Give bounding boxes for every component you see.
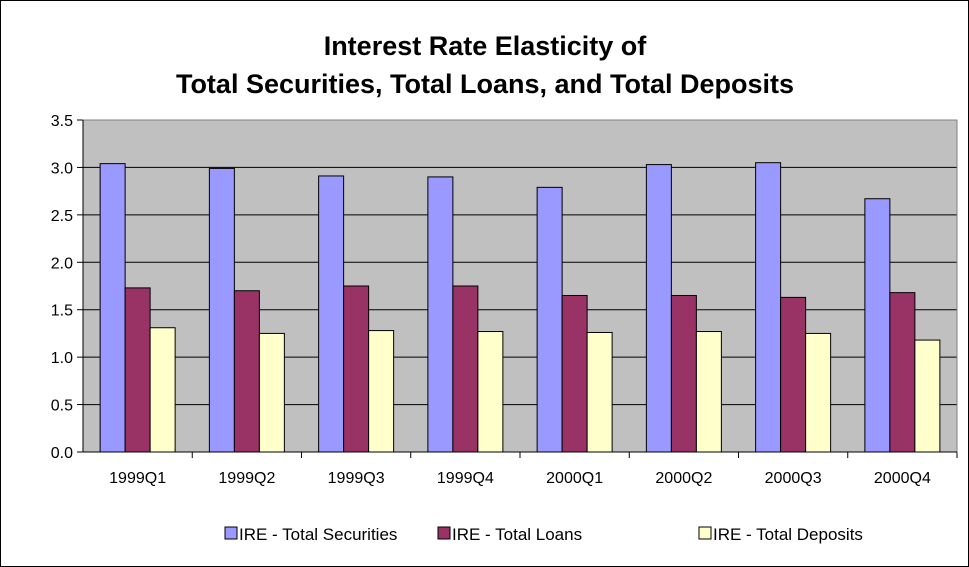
bar-ire-total-securities-2000q4 bbox=[865, 199, 890, 452]
bar-ire-total-loans-2000q3 bbox=[781, 297, 806, 452]
legend-label-ire-total-securities: IRE - Total Securities bbox=[239, 525, 397, 544]
legend-swatch-ire-total-securities bbox=[225, 527, 237, 539]
bar-ire-total-deposits-2000q4 bbox=[915, 340, 940, 452]
bar-ire-total-deposits-1999q3 bbox=[369, 331, 394, 452]
bar-ire-total-securities-1999q3 bbox=[319, 176, 344, 452]
x-tick-label: 1999Q1 bbox=[109, 470, 166, 487]
bar-ire-total-loans-1999q2 bbox=[234, 291, 259, 452]
y-tick-label: 0.0 bbox=[51, 445, 73, 462]
bar-ire-total-securities-2000q1 bbox=[537, 187, 562, 452]
legend-swatch-ire-total-loans bbox=[438, 527, 450, 539]
bar-ire-total-securities-1999q1 bbox=[100, 164, 125, 452]
chart-title-line-1: Interest Rate Elasticity of bbox=[324, 31, 648, 61]
bar-ire-total-loans-1999q1 bbox=[125, 288, 150, 452]
legend-label-ire-total-loans: IRE - Total Loans bbox=[452, 525, 582, 544]
legend-label-ire-total-deposits: IRE - Total Deposits bbox=[713, 525, 863, 544]
x-tick-label: 2000Q1 bbox=[546, 470, 603, 487]
bar-ire-total-securities-1999q4 bbox=[428, 177, 453, 452]
bar-ire-total-loans-2000q4 bbox=[890, 293, 915, 452]
bar-ire-total-securities-1999q2 bbox=[209, 168, 234, 452]
bar-ire-total-securities-2000q3 bbox=[756, 163, 781, 452]
bar-ire-total-securities-2000q2 bbox=[646, 165, 671, 452]
y-tick-label: 3.0 bbox=[51, 160, 73, 177]
bar-ire-total-deposits-2000q1 bbox=[587, 332, 612, 452]
y-tick-label: 1.0 bbox=[51, 350, 73, 367]
y-tick-label: 2.0 bbox=[51, 255, 73, 272]
bar-ire-total-deposits-1999q1 bbox=[150, 328, 175, 452]
bar-ire-total-deposits-1999q2 bbox=[259, 333, 284, 452]
bar-ire-total-deposits-2000q2 bbox=[696, 332, 721, 452]
legend-swatch-ire-total-deposits bbox=[699, 527, 711, 539]
y-tick-label: 0.5 bbox=[51, 398, 73, 415]
legend: IRE - Total Securities IRE - Total Loans I… bbox=[225, 525, 863, 544]
x-tick-label: 1999Q2 bbox=[218, 470, 275, 487]
bar-ire-total-deposits-1999q4 bbox=[478, 332, 503, 452]
x-tick-label: 2000Q2 bbox=[655, 470, 712, 487]
x-tick-label: 1999Q4 bbox=[437, 470, 494, 487]
bar-ire-total-loans-1999q4 bbox=[453, 286, 478, 452]
bar-ire-total-loans-2000q1 bbox=[562, 295, 587, 452]
x-tick-label: 1999Q3 bbox=[328, 470, 385, 487]
chart-title: Interest Rate Elasticity of Total Securi… bbox=[176, 31, 794, 99]
plot-area: 0.0 0.5 1.0 1.5 2.0 2.5 3.0 3.5 1999Q1 1999Q2 1999… bbox=[51, 113, 957, 487]
chart-title-line-2: Total Securities, Total Loans, and Total… bbox=[176, 69, 794, 99]
bar-ire-total-loans-2000q2 bbox=[671, 295, 696, 452]
bar-ire-total-deposits-2000q3 bbox=[806, 333, 831, 452]
y-tick-label: 1.5 bbox=[51, 303, 73, 320]
y-tick-label: 2.5 bbox=[51, 208, 73, 225]
x-tick-label: 2000Q4 bbox=[874, 470, 931, 487]
x-tick-label: 2000Q3 bbox=[765, 470, 822, 487]
bar-ire-total-loans-1999q3 bbox=[344, 286, 369, 452]
y-tick-label: 3.5 bbox=[51, 113, 73, 130]
